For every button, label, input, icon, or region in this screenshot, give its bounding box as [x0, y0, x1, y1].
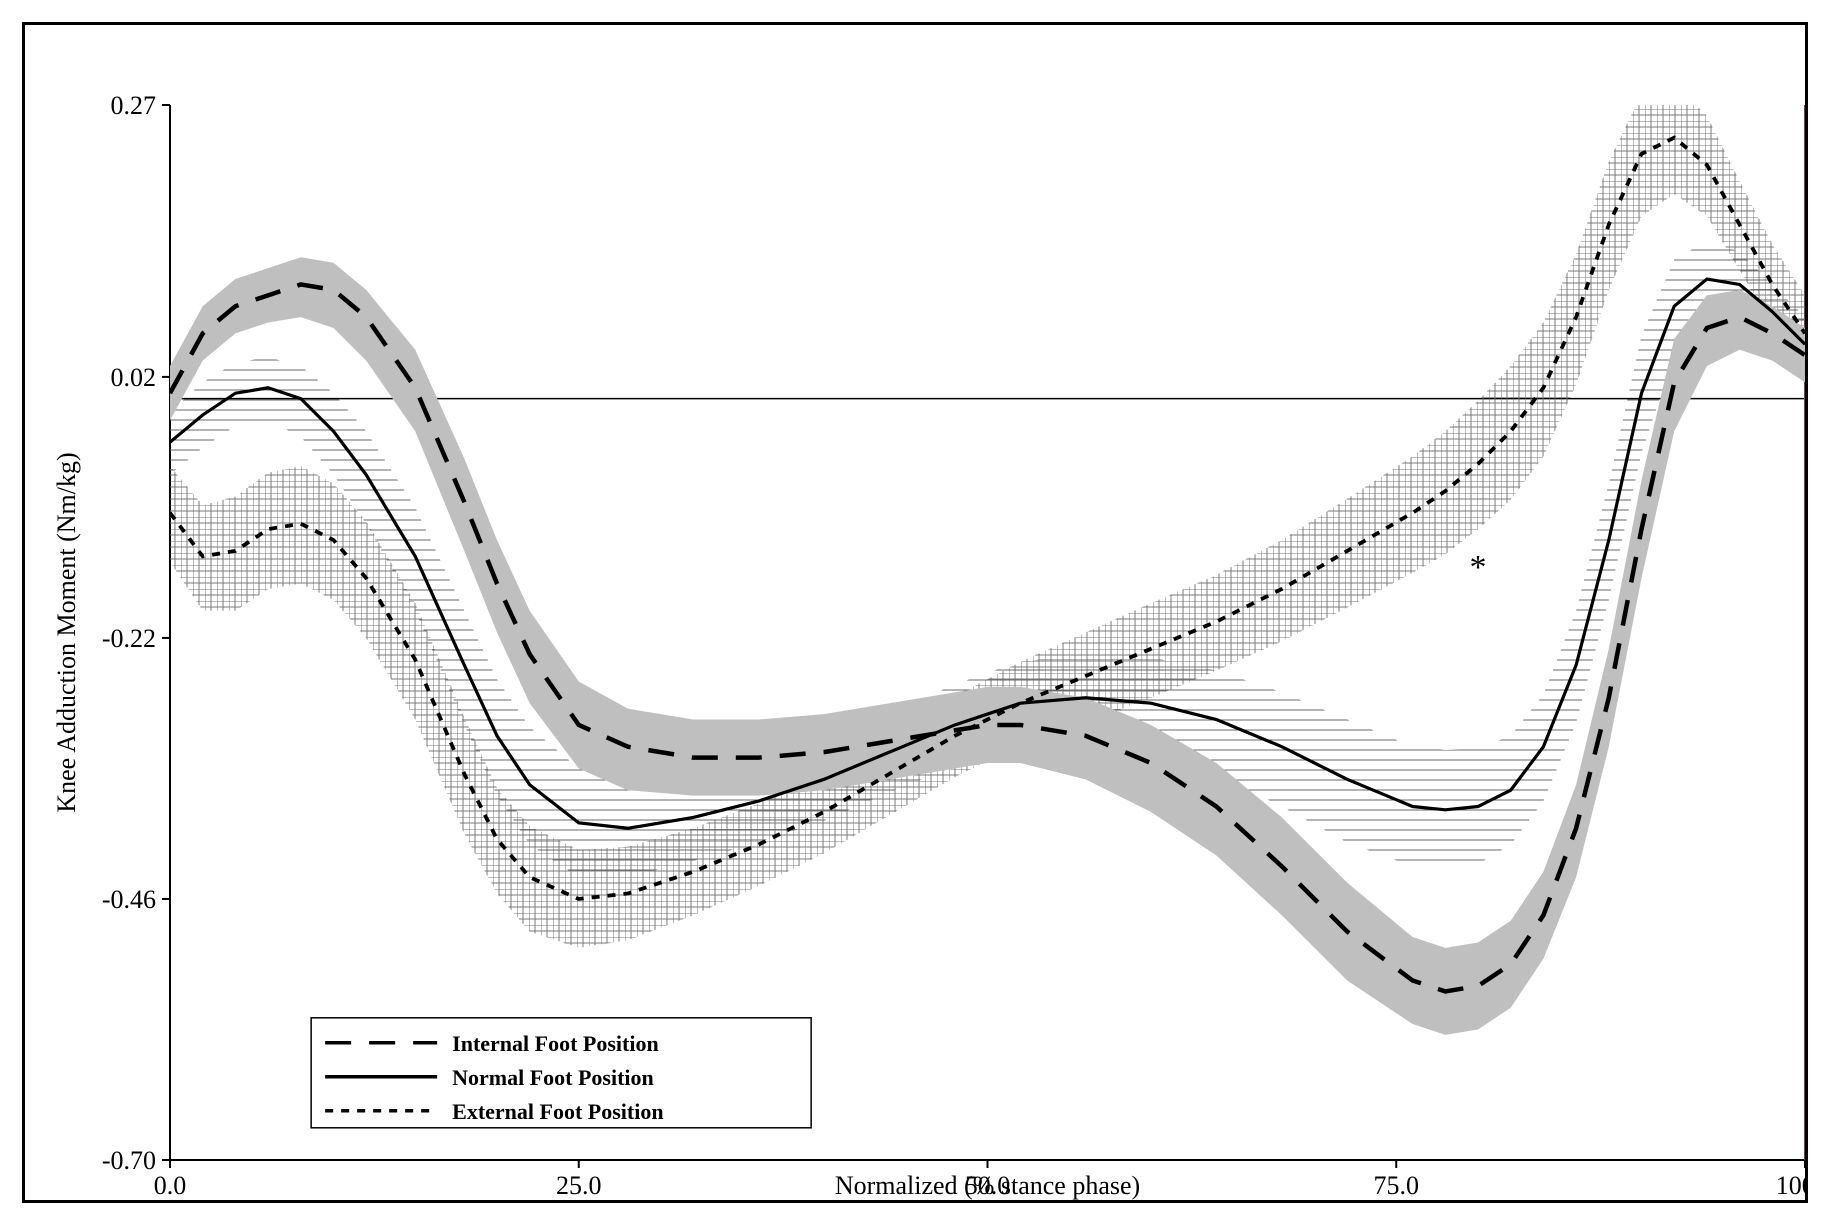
legend: Internal Foot Position Normal Foot Positi… — [311, 1018, 811, 1128]
annotation-marker: * — [1470, 549, 1487, 586]
ytick-label: -0.46 — [102, 885, 156, 914]
chart-svg: -0.70-0.46-0.220.020.270.025.050.075.010… — [25, 25, 1805, 1200]
xtick-label: 0.0 — [154, 1171, 187, 1200]
xtick-label: 75.0 — [1374, 1171, 1420, 1200]
legend-label: External Foot Position — [452, 1099, 663, 1124]
xtick-label: 100.0 — [1776, 1171, 1805, 1200]
chart-frame: -0.70-0.46-0.220.020.270.025.050.075.010… — [22, 22, 1808, 1203]
x-axis-label: Normalized (% stance phase) — [835, 1171, 1140, 1200]
legend-label: Internal Foot Position — [452, 1031, 659, 1056]
ytick-label: -0.22 — [102, 624, 156, 653]
y-axis-label: Knee Adduction Moment (Nm/kg) — [52, 452, 81, 812]
ytick-label: 0.27 — [111, 91, 157, 120]
legend-label: Normal Foot Position — [452, 1065, 654, 1090]
xtick-label: 25.0 — [556, 1171, 602, 1200]
ytick-label: 0.02 — [111, 363, 157, 392]
ytick-label: -0.70 — [102, 1146, 156, 1175]
